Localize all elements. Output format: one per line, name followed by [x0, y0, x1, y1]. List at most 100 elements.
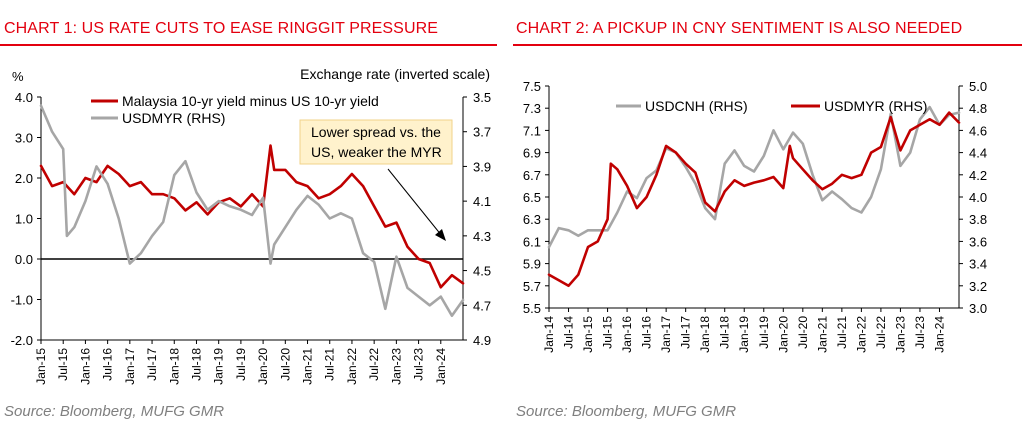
y-right-tick-label: 4.5 — [473, 264, 491, 279]
x-tick-label: Jan-22 — [345, 348, 359, 385]
y-left-tick-label: 6.1 — [523, 234, 541, 249]
y-left-tick-label: 3.0 — [15, 131, 33, 146]
x-tick-label: Jul-21 — [323, 348, 337, 381]
x-tick-label: Jul-15 — [601, 316, 615, 349]
x-tick-label: Jul-16 — [101, 348, 115, 381]
x-tick-label: Jul-20 — [796, 316, 810, 349]
x-tick-label: Jan-21 — [301, 348, 315, 385]
y-right-tick-label: 5.0 — [969, 79, 987, 94]
x-tick-label: Jul-23 — [412, 348, 426, 381]
x-tick-label: Jul-17 — [145, 348, 159, 381]
chart-2-source: Source: Bloomberg, MUFG GMR — [516, 403, 737, 420]
y-left-tick-label: 2.0 — [15, 171, 33, 186]
y-left-tick-label: 4.0 — [15, 90, 33, 105]
x-tick-label: Jan-14 — [542, 316, 556, 353]
y-right-tick-label: 3.9 — [473, 159, 491, 174]
x-tick-label: Jan-17 — [123, 348, 137, 385]
y-left-tick-label: -1.0 — [11, 293, 33, 308]
x-tick-label: Jul-23 — [913, 316, 927, 349]
x-tick-label: Jan-19 — [212, 348, 226, 385]
x-tick-label: Jul-21 — [835, 316, 849, 349]
x-tick-label: Jan-15 — [581, 316, 595, 353]
y-left-unit: % — [12, 69, 24, 84]
y-right-tick-label: 4.0 — [969, 190, 987, 205]
y-right-tick-label: 3.5 — [473, 90, 491, 105]
y-left-tick-label: 5.9 — [523, 257, 541, 272]
x-tick-label: Jul-22 — [874, 316, 888, 349]
series-line-1 — [39, 144, 465, 289]
annotation-box — [299, 119, 453, 165]
y-right-tick-label: 3.7 — [473, 125, 491, 140]
chart-2-title-rule — [513, 44, 1022, 46]
y-right-tick-label: 4.1 — [473, 194, 491, 209]
x-tick-label: Jan-18 — [167, 348, 181, 385]
chart-1-source: Source: Bloomberg, MUFG GMR — [4, 403, 225, 420]
x-tick-label: Jan-18 — [698, 316, 712, 353]
chart-2-title: CHART 2: A PICKUP IN CNY SENTIMENT IS AL… — [516, 20, 963, 37]
legend-label-1: Malaysia 10-yr yield minus US 10-yr yiel… — [122, 93, 379, 109]
series-line-2 — [39, 104, 465, 318]
chart-1-title: CHART 1: US RATE CUTS TO EASE RINGGIT PR… — [4, 20, 439, 37]
x-tick-label: Jan-15 — [34, 348, 48, 385]
y-left-tick-label: 5.5 — [523, 301, 541, 316]
y-right-tick-label: 4.7 — [473, 298, 491, 313]
x-tick-label: Jan-23 — [389, 348, 403, 385]
x-tick-label: Jan-17 — [659, 316, 673, 353]
y-left-tick-label: 0.0 — [15, 252, 33, 267]
x-tick-label: Jul-19 — [757, 316, 771, 349]
x-tick-label: Jan-20 — [256, 348, 270, 385]
y-left-tick-label: 5.7 — [523, 279, 541, 294]
y-right-tick-label: 4.4 — [969, 146, 987, 161]
x-tick-label: Jul-22 — [367, 348, 381, 381]
chart-1-title-rule — [0, 44, 497, 46]
series-line-1 — [547, 105, 961, 249]
chart-1-plot: 4.0 3.0 2.0 1.0 0.0 -1.0 -2.0 3.5 3.7 3.9 4.1 4.3 4.… — [11, 66, 491, 385]
x-tick-label: Jan-21 — [815, 316, 829, 353]
x-tick-label: Jan-20 — [776, 316, 790, 353]
x-tick-label: Jul-19 — [234, 348, 248, 381]
y-left-tick-label: 7.1 — [523, 123, 541, 138]
legend-label-2: USDMYR (RHS) — [122, 110, 225, 126]
y-left-tick-label: 1.0 — [15, 212, 33, 227]
x-tick-label: Jan-22 — [854, 316, 868, 353]
x-tick-label: Jul-15 — [56, 348, 70, 381]
y-right-tick-label: 4.9 — [473, 333, 491, 348]
annotation-arrow-shaft — [387, 168, 443, 237]
y-left-tick-label: 6.5 — [523, 190, 541, 205]
y-right-tick-label: 4.2 — [969, 168, 987, 183]
x-tick-label: Jul-14 — [562, 316, 576, 349]
y-left-tick-label: 6.7 — [523, 168, 541, 183]
y-right-tick-label: 4.6 — [969, 123, 987, 138]
y-left-tick-label: 7.3 — [523, 101, 541, 116]
x-tick-label: Jul-18 — [189, 348, 203, 381]
x-tick-label: Jul-17 — [679, 316, 693, 349]
x-tick-label: Jul-18 — [718, 316, 732, 349]
y-right-tick-label: 3.6 — [969, 234, 987, 249]
y-left-tick-label: 6.3 — [523, 212, 541, 227]
legend-label-2: USDMYR (RHS) — [824, 98, 927, 114]
annotation-arrow-head — [435, 229, 446, 241]
y-right-tick-label: 4.8 — [969, 101, 987, 116]
chart-2-plot: 7.5 7.3 7.1 6.9 6.7 6.5 6.3 6.1 5.9 5.7 5.5 5.0 4.8 4… — [523, 79, 987, 353]
x-tick-label: Jul-20 — [278, 348, 292, 381]
y-right-tick-label: 4.3 — [473, 229, 491, 244]
annotation-line-2: US, weaker the MYR — [311, 144, 442, 160]
annotation-line-1: Lower spread vs. the — [311, 124, 441, 140]
x-tick-label: Jan-19 — [737, 316, 751, 353]
series-line-2 — [547, 111, 961, 288]
legend-label-1: USDCNH (RHS) — [645, 98, 748, 114]
x-tick-label: Jan-16 — [78, 348, 92, 385]
y-right-tick-label: 3.2 — [969, 279, 987, 294]
x-tick-label: Jan-24 — [434, 348, 448, 385]
x-tick-label: Jan-16 — [620, 316, 634, 353]
y-right-axis-title: Exchange rate (inverted scale) — [300, 66, 490, 82]
y-right-tick-label: 3.0 — [969, 301, 987, 316]
x-tick-label: Jul-16 — [640, 316, 654, 349]
y-left-tick-label: -2.0 — [11, 333, 33, 348]
y-right-tick-label: 3.8 — [969, 212, 987, 227]
y-left-tick-label: 7.5 — [523, 79, 541, 94]
x-tick-label: Jan-24 — [932, 316, 946, 353]
x-tick-label: Jan-23 — [893, 316, 907, 353]
y-left-tick-label: 6.9 — [523, 146, 541, 161]
y-right-tick-label: 3.4 — [969, 257, 987, 272]
